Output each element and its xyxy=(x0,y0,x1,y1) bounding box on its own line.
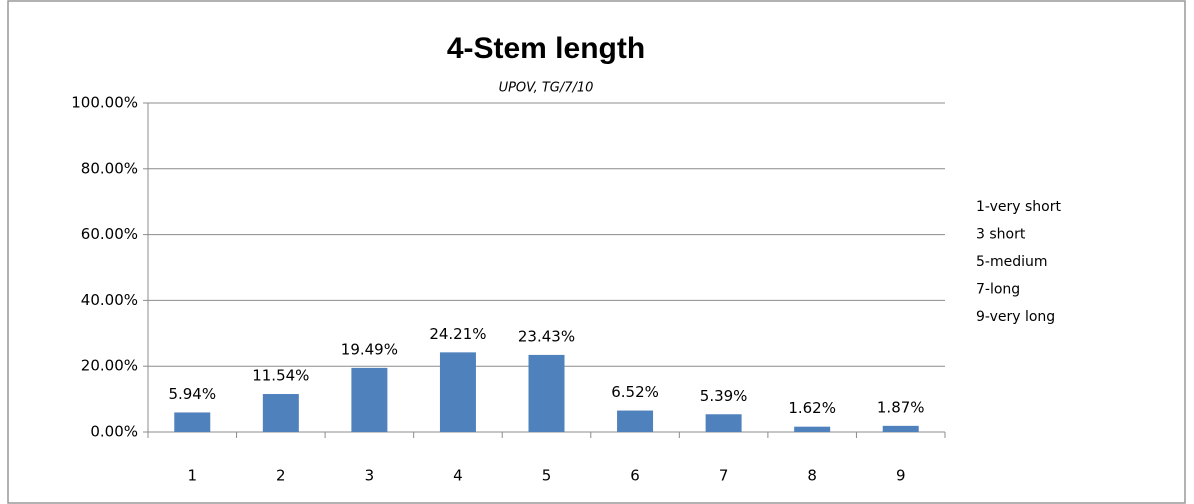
bar xyxy=(262,394,299,432)
value-label: 24.21% xyxy=(429,325,486,343)
chart-subtitle: UPOV, TG/7/10 xyxy=(499,81,594,96)
annotation: 5-medium xyxy=(976,254,1048,270)
x-tick-label: 8 xyxy=(807,467,817,485)
bar xyxy=(617,410,654,432)
x-tick-label: 4 xyxy=(453,467,463,485)
x-tick-label: 3 xyxy=(365,467,375,485)
value-label: 5.94% xyxy=(168,385,216,403)
x-tick-label: 5 xyxy=(542,467,552,485)
value-label: 23.43% xyxy=(518,327,575,345)
bar xyxy=(528,354,565,432)
y-tick-label: 60.00% xyxy=(81,225,138,243)
value-label: 5.39% xyxy=(700,387,748,405)
bar xyxy=(705,414,742,432)
value-label: 1.87% xyxy=(877,398,925,416)
annotation: 1-very short xyxy=(976,199,1061,215)
y-tick-label: 40.00% xyxy=(81,291,138,309)
bar xyxy=(794,426,831,432)
bar xyxy=(882,425,919,432)
value-label: 11.54% xyxy=(252,367,309,385)
x-tick-label: 6 xyxy=(630,467,640,485)
x-tick-label: 2 xyxy=(276,467,286,485)
value-label: 19.49% xyxy=(341,340,398,358)
value-label: 6.52% xyxy=(611,383,659,401)
annotation: 9-very long xyxy=(976,309,1055,325)
y-tick-label: 80.00% xyxy=(81,159,138,177)
x-tick-label: 7 xyxy=(719,467,729,485)
annotation: 7-long xyxy=(976,282,1020,298)
chart-title: 4-Stem length xyxy=(447,32,645,65)
x-tick-label: 9 xyxy=(896,467,906,485)
bar xyxy=(351,367,388,432)
value-label: 1.62% xyxy=(788,399,836,417)
y-tick-label: 20.00% xyxy=(81,357,138,375)
y-tick-label: 0.00% xyxy=(90,423,138,441)
bar xyxy=(174,412,211,432)
x-tick-label: 1 xyxy=(188,467,198,485)
bar xyxy=(439,352,476,432)
annotation: 3 short xyxy=(976,227,1026,243)
y-tick-label: 100.00% xyxy=(71,94,138,112)
